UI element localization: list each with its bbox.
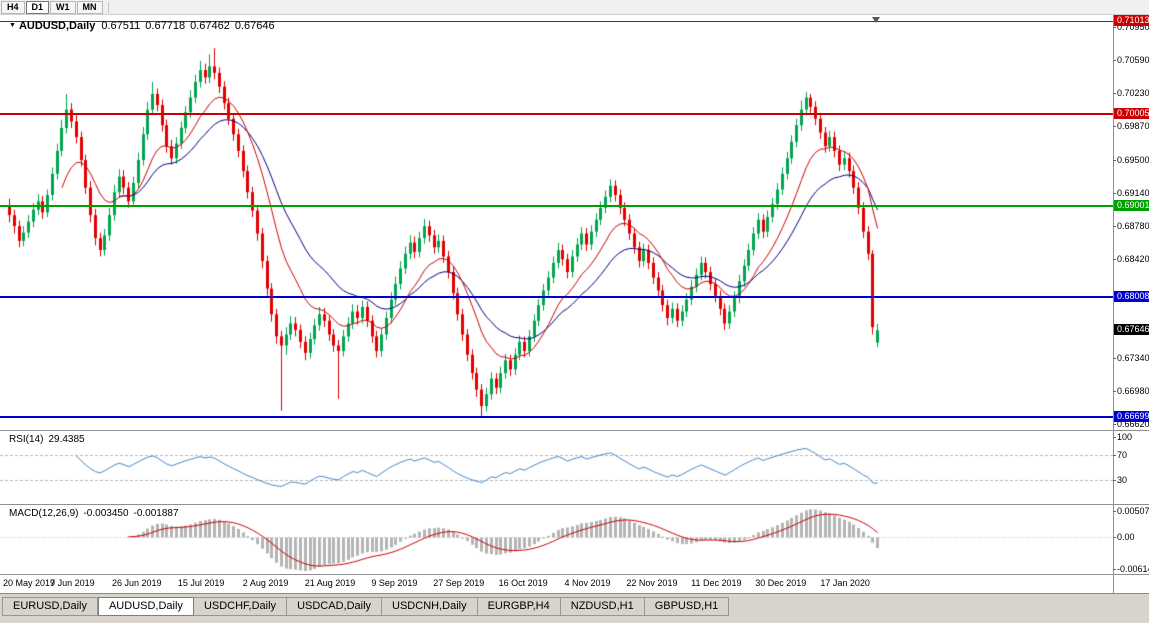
chart-tab-nzdusd-h1[interactable]: NZDUSD,H1 — [560, 597, 645, 616]
price-level-badge: 0.66699 — [1114, 411, 1149, 423]
chart-symbol-title: AUDUSD,Daily — [18, 20, 96, 32]
date-label: 7 Jun 2019 — [50, 578, 95, 588]
price-tick-label: 0.70230 — [1113, 88, 1149, 99]
chart-tab-eurgbp-h4[interactable]: EURGBP,H4 — [477, 597, 561, 616]
macd-axis-label: 0.005076 — [1113, 506, 1149, 516]
date-label: 21 Aug 2019 — [304, 578, 356, 588]
chart-dropdown-icon: ▼ — [9, 22, 16, 29]
timeframe-button-w1[interactable]: W1 — [50, 0, 76, 14]
ohlc-close: 0.67646 — [234, 20, 275, 32]
timeframe-button-d1[interactable]: D1 — [25, 0, 50, 14]
price-level-badge: 0.71013 — [1114, 15, 1149, 27]
level-line-0.71013[interactable] — [0, 21, 1113, 23]
price-tick-label: 0.70590 — [1113, 54, 1149, 65]
chart-tab-usdcnh-daily[interactable]: USDCNH,Daily — [382, 597, 478, 616]
macd-panel-canvas[interactable] — [0, 505, 1113, 574]
date-label: 17 Jan 2020 — [820, 578, 870, 588]
price-tick-label: 0.69500 — [1113, 155, 1149, 166]
price-tick-label: 0.70950 — [1113, 21, 1149, 32]
timeframe-toolbar: H4 D1 W1 MN — [0, 0, 1149, 15]
date-label: 9 Sep 2019 — [371, 578, 418, 588]
rsi-indicator-name: RSI(14) — [9, 434, 44, 445]
shift-marker-icon[interactable] — [872, 17, 880, 23]
date-label: 11 Dec 2019 — [691, 578, 742, 588]
toolbar-separator — [107, 1, 109, 13]
rsi-axis-label: 70 — [1113, 450, 1149, 460]
macd-signal-value: -0.001887 — [133, 508, 179, 519]
rsi-panel-canvas[interactable] — [0, 431, 1113, 504]
price-tick-label: 0.66620 — [1113, 419, 1149, 430]
rsi-axis-label: 100 — [1113, 432, 1149, 442]
date-label: 30 Dec 2019 — [755, 578, 807, 588]
price-tick-label: 0.69140 — [1113, 188, 1149, 199]
macd-label: MACD(12,26,9) -0.003450 -0.001887 — [9, 508, 179, 519]
chart-tab-bar: EURUSD,Daily AUDUSD,Daily USDCHF,Daily USDC… — [0, 593, 1149, 623]
level-line-0.70005[interactable] — [0, 112, 1113, 115]
panel-separator[interactable] — [0, 504, 1149, 505]
timeframe-button-h4[interactable]: H4 — [1, 0, 25, 14]
chart-tab-usdchf-daily[interactable]: USDCHF,Daily — [193, 597, 288, 616]
chart-tab-gbpusd-h1[interactable]: GBPUSD,H1 — [644, 597, 730, 616]
price-tick-label: 0.69870 — [1113, 121, 1149, 132]
rsi-label: RSI(14) 29.4385 — [9, 434, 85, 445]
current-price-badge: 0.67646 — [1114, 324, 1149, 336]
date-label: 22 Nov 2019 — [626, 578, 678, 588]
date-label: 2 Aug 2019 — [242, 578, 289, 588]
ohlc-low: 0.67462 — [190, 20, 230, 32]
price-tick-label: 0.68780 — [1113, 221, 1149, 232]
price-tick-label: 0.68420 — [1113, 254, 1149, 265]
price-level-badge: 0.69001 — [1114, 199, 1149, 211]
chart-title: ▼ AUDUSD,Daily 0.67511 0.67718 0.67462 0.6764… — [9, 20, 280, 32]
price-tick-label: 0.66980 — [1113, 386, 1149, 397]
macd-main-value: -0.003450 — [83, 508, 129, 519]
date-label: 15 Jul 2019 — [177, 578, 225, 588]
price-level-badge: 0.70005 — [1114, 107, 1149, 119]
date-label: 26 Jun 2019 — [112, 578, 162, 588]
macd-axis-label: 0.00 — [1113, 532, 1149, 542]
price-level-badge: 0.68008 — [1114, 291, 1149, 303]
date-label: 27 Sep 2019 — [433, 578, 485, 588]
price-axis-border — [1113, 15, 1114, 593]
date-label: 20 May 2019 — [3, 578, 56, 588]
chart-tab-eurusd-daily[interactable]: EURUSD,Daily — [2, 597, 98, 616]
chart-tab-usdcad-daily[interactable]: USDCAD,Daily — [287, 597, 383, 616]
macd-indicator-name: MACD(12,26,9) — [9, 508, 79, 519]
panel-separator[interactable] — [0, 574, 1149, 575]
price-chart-canvas[interactable] — [0, 15, 1113, 430]
rsi-axis-label: 30 — [1113, 475, 1149, 485]
price-tick-label: 0.67340 — [1113, 353, 1149, 364]
chart-tab-audusd-daily[interactable]: AUDUSD,Daily — [97, 597, 194, 616]
level-line-0.68008[interactable] — [0, 296, 1113, 299]
date-label: 4 Nov 2019 — [564, 578, 611, 588]
date-label: 16 Oct 2019 — [498, 578, 548, 588]
ohlc-high: 0.67718 — [145, 20, 186, 32]
rsi-value: 29.4385 — [48, 434, 85, 445]
timeframe-button-mn[interactable]: MN — [76, 0, 103, 14]
panel-separator[interactable] — [0, 430, 1149, 431]
macd-axis-label: -0.006148 — [1113, 564, 1149, 574]
level-line-0.69001[interactable] — [0, 204, 1113, 207]
level-line-0.66699[interactable] — [0, 416, 1113, 419]
ohlc-open: 0.67511 — [101, 20, 141, 32]
